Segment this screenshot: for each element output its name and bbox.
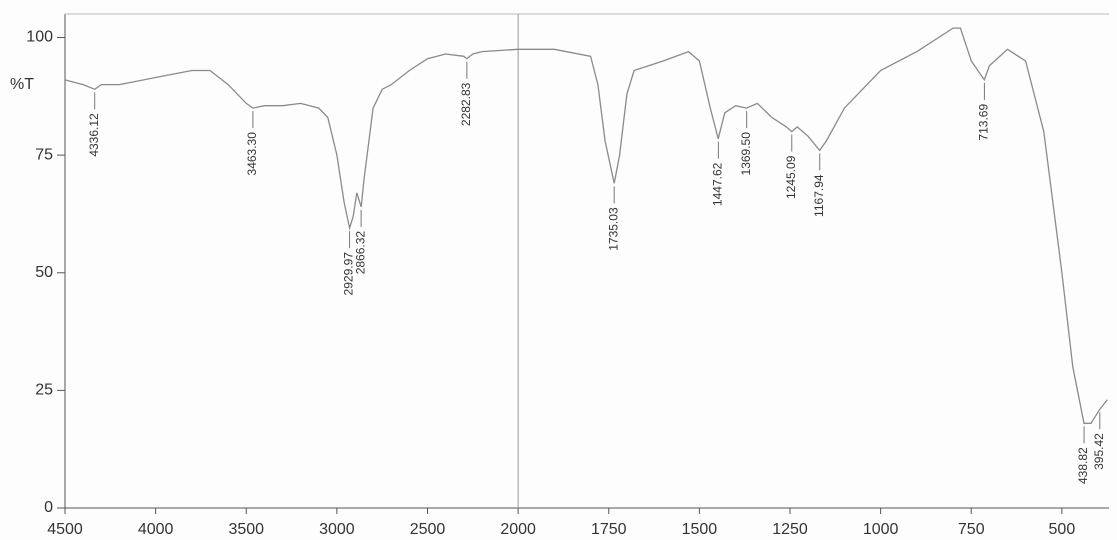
x-tick-label: 500: [1049, 521, 1076, 538]
peak-label: 1245.09: [784, 155, 798, 199]
peak-label: 1735.03: [606, 207, 620, 251]
peak-label: 2866.32: [353, 231, 367, 275]
x-tick-label: 2500: [410, 521, 446, 538]
peak-label: 1447.62: [711, 162, 725, 206]
x-tick-label: 750: [958, 521, 985, 538]
x-tick-label: 2000: [500, 521, 536, 538]
x-tick-label: 3000: [319, 521, 355, 538]
x-tick-label: 1500: [682, 521, 718, 538]
peak-label: 713.69: [977, 104, 991, 141]
peak-label: 3463.30: [245, 132, 259, 176]
y-axis-label: %T: [10, 76, 34, 93]
peak-label: 2929.97: [342, 252, 356, 296]
peak-label: 2282.83: [459, 82, 473, 126]
y-tick-label: 50: [35, 264, 53, 281]
y-tick-label: 25: [35, 382, 53, 399]
x-tick-label: 1250: [772, 521, 808, 538]
y-tick-label: 0: [44, 499, 53, 516]
x-tick-label: 1750: [591, 521, 627, 538]
peak-label: 438.82: [1076, 447, 1090, 484]
x-tick-label: 4000: [138, 521, 174, 538]
x-tick-label: 3500: [228, 521, 264, 538]
peak-label: 4336.12: [87, 113, 101, 157]
spectrum-line: [64, 27, 1108, 424]
x-tick-label: 1000: [863, 521, 899, 538]
peak-label: 1167.94: [812, 174, 826, 217]
y-tick-label: 75: [35, 146, 53, 163]
peak-label: 395.42: [1092, 433, 1106, 470]
y-tick-label: 100: [26, 29, 53, 46]
peak-label: 1369.50: [739, 132, 753, 176]
x-tick-label: 4500: [47, 521, 83, 538]
